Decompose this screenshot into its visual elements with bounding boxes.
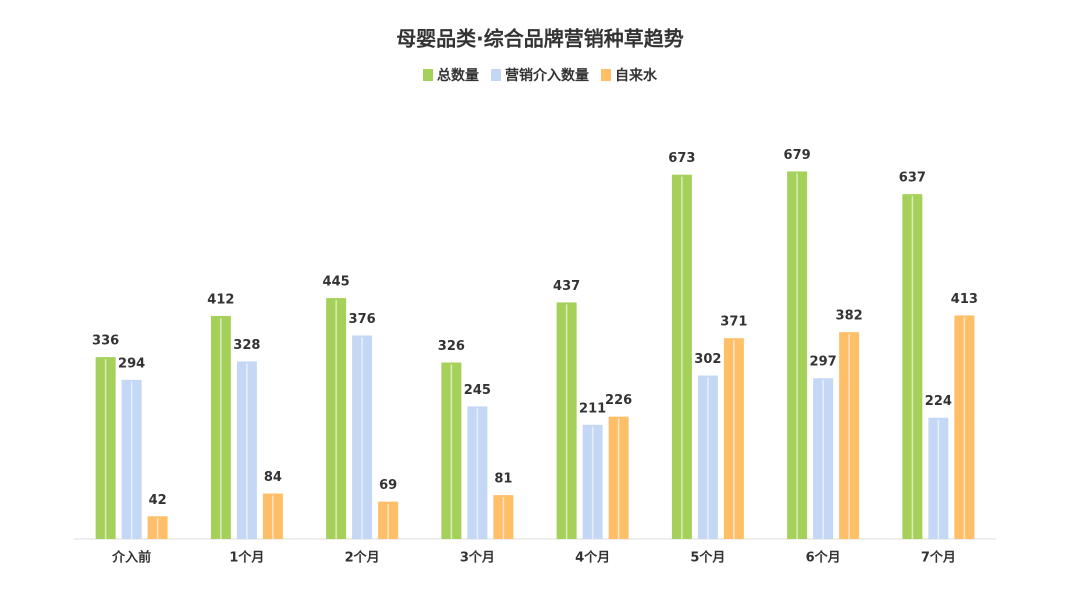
value-label: 297 [810, 355, 837, 370]
value-label: 81 [494, 472, 512, 487]
legend-swatch [423, 69, 433, 81]
value-label: 326 [438, 339, 465, 354]
value-label: 673 [668, 151, 695, 166]
value-label: 211 [579, 401, 606, 416]
legend-swatch [601, 69, 611, 81]
legend-label: 自来水 [615, 67, 658, 84]
value-label: 413 [951, 292, 978, 307]
legend-label: 营销介入数量 [505, 67, 589, 84]
x-tick-label: 1个月 [229, 550, 264, 566]
value-label: 382 [836, 309, 863, 324]
value-label: 445 [323, 275, 350, 290]
value-label: 42 [149, 493, 167, 508]
value-label: 376 [349, 312, 376, 327]
x-tick-label: 5个月 [690, 550, 725, 566]
chart-title: 母婴品类·综合品牌营销种草趋势 [396, 27, 684, 51]
value-label: 245 [464, 383, 491, 398]
value-label: 294 [118, 356, 145, 371]
x-tick-label: 4个月 [575, 550, 610, 566]
value-label: 224 [925, 394, 952, 409]
legend-label: 总数量 [437, 67, 479, 84]
value-label: 371 [720, 315, 747, 330]
x-tick-label: 2个月 [345, 550, 380, 566]
value-label: 336 [92, 334, 119, 349]
x-tick-label: 7个月 [921, 550, 956, 566]
value-label: 679 [784, 148, 811, 163]
value-label: 69 [379, 478, 397, 493]
legend-swatch [491, 69, 501, 81]
value-label: 328 [233, 338, 260, 353]
value-label: 302 [694, 352, 721, 367]
value-label: 637 [899, 171, 926, 186]
x-tick-label: 6个月 [806, 550, 841, 566]
value-label: 226 [605, 393, 632, 408]
value-label: 84 [264, 470, 282, 485]
value-label: 437 [553, 279, 580, 294]
value-label: 412 [207, 292, 234, 307]
x-tick-label: 3个月 [460, 550, 495, 566]
legend: 总数量 营销介入数量 自来水 [423, 67, 658, 84]
x-tick-label: 介入前 [111, 550, 151, 566]
